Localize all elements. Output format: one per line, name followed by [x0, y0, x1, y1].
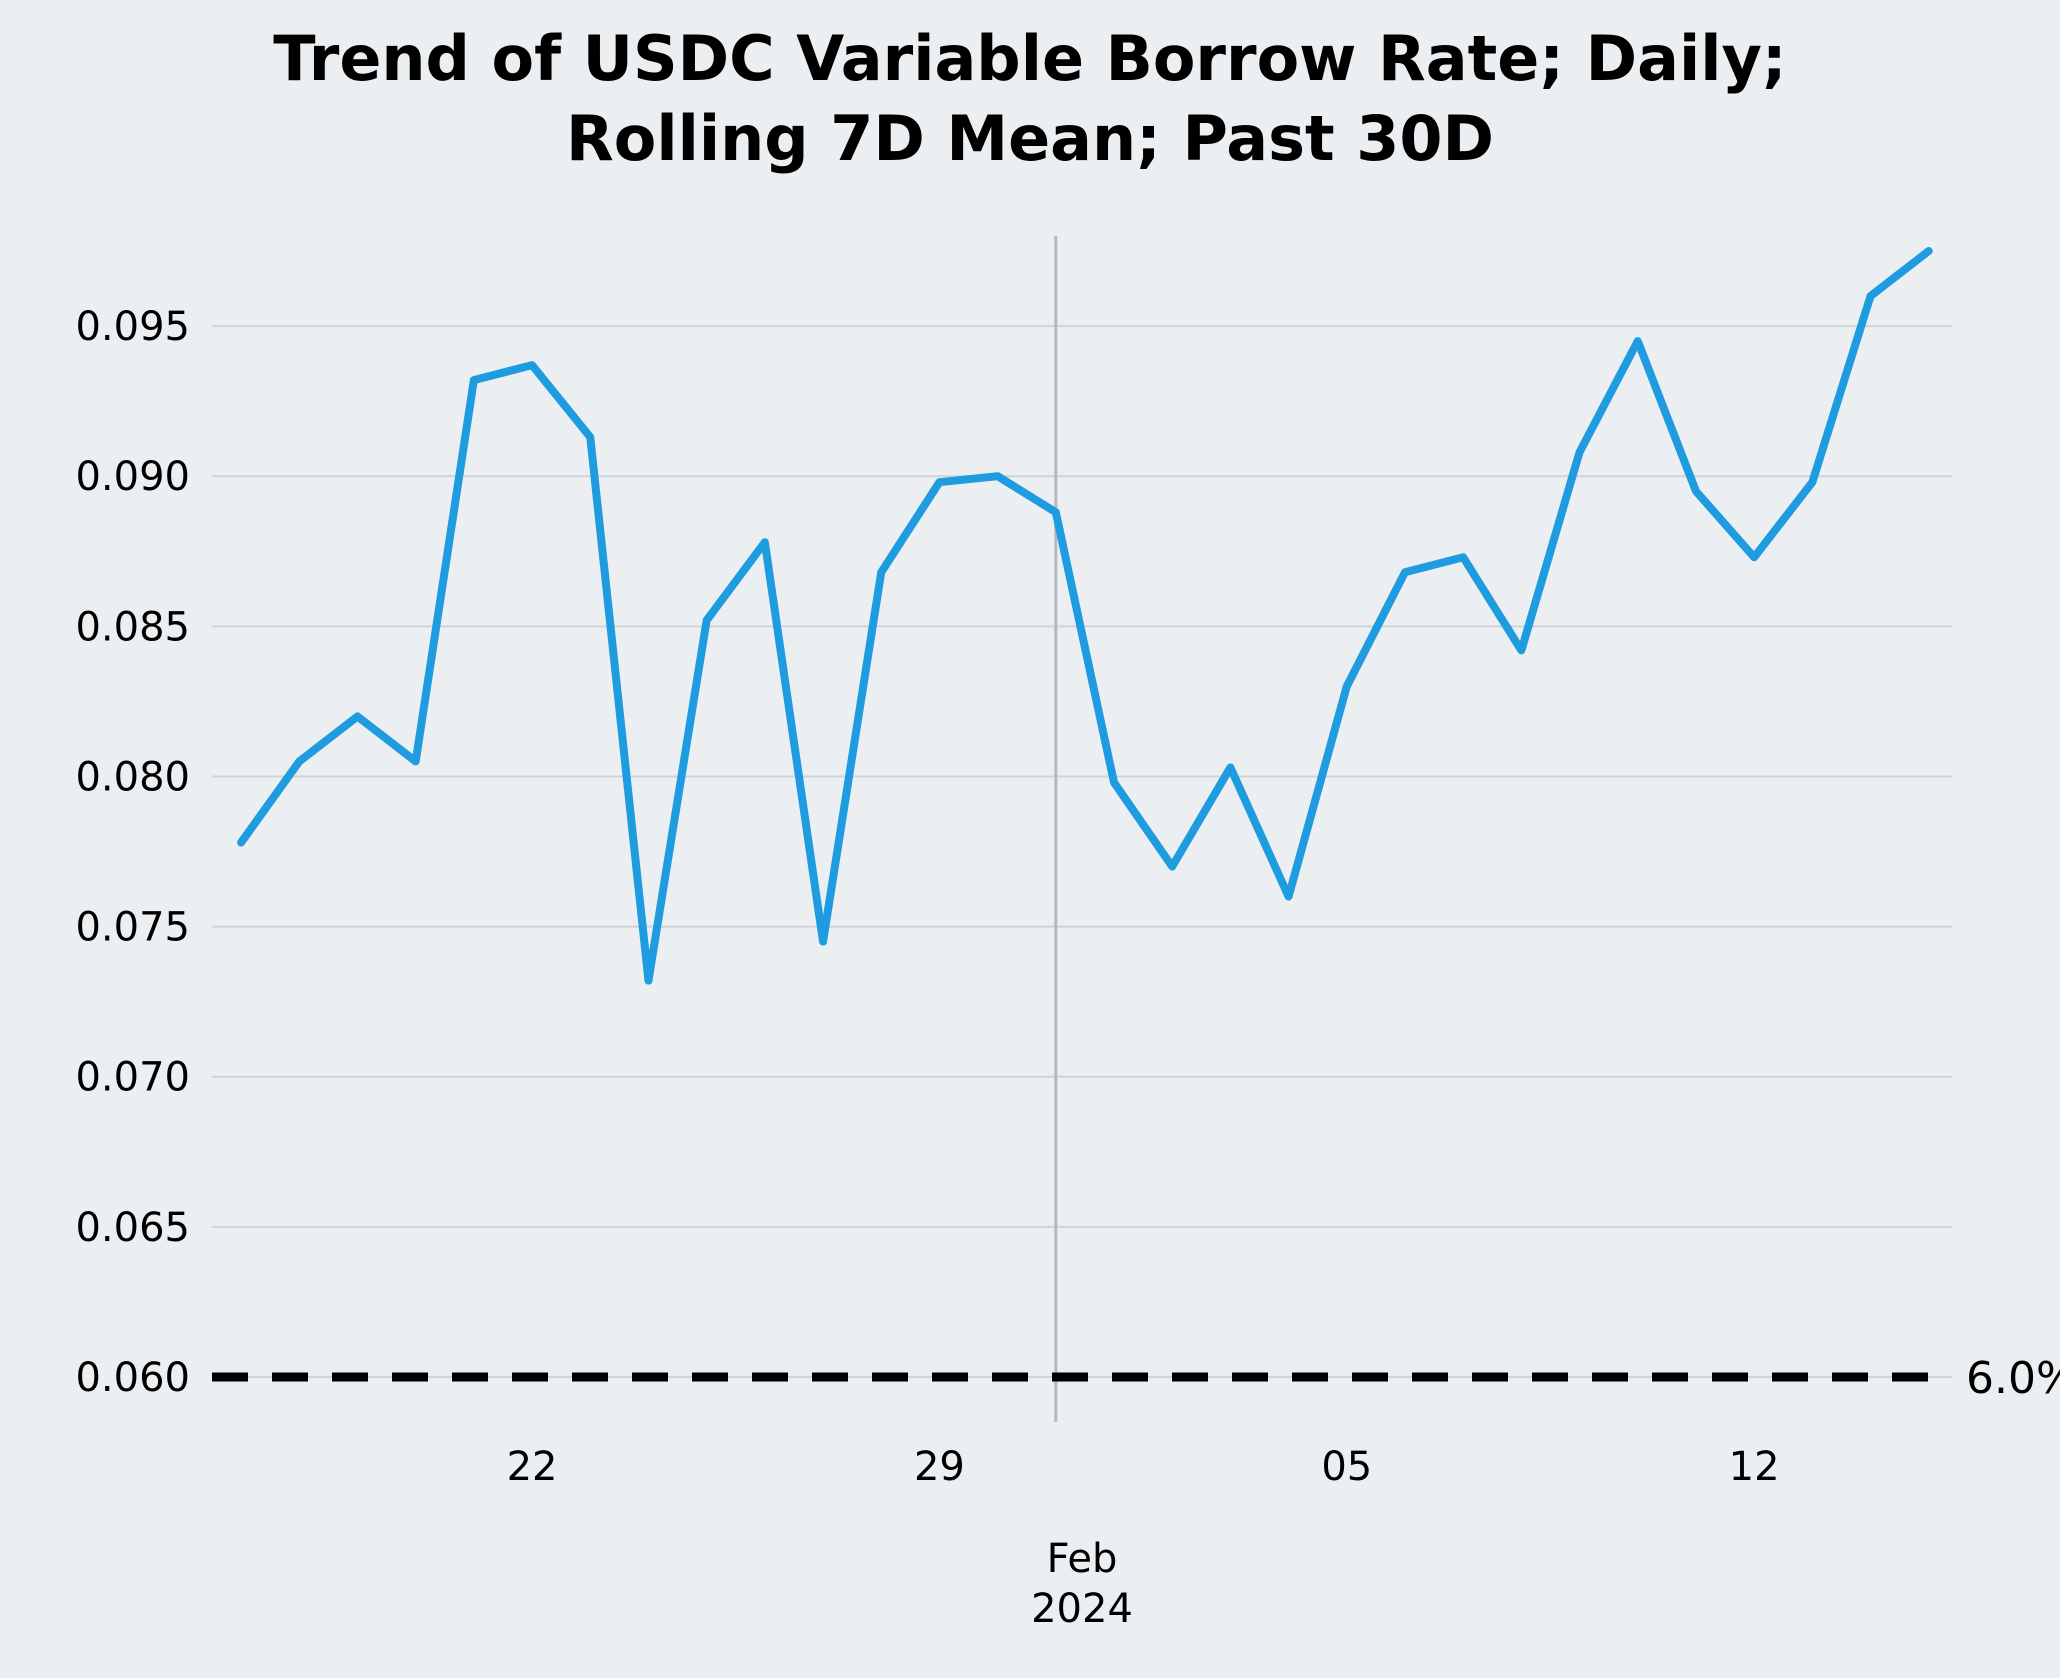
- x-axis-year-label: 2024: [1031, 1586, 1133, 1632]
- chart-title-line1: Trend of USDC Variable Borrow Rate; Dail…: [273, 22, 1786, 95]
- y-tick-label: 0.080: [75, 754, 190, 800]
- x-tick-label: 12: [1729, 1444, 1780, 1490]
- x-tick-label: 22: [507, 1444, 558, 1490]
- y-tick-label: 0.090: [75, 454, 190, 500]
- y-tick-label: 0.075: [75, 905, 190, 951]
- x-tick-label: 29: [914, 1444, 965, 1490]
- y-tick-label: 0.060: [75, 1355, 190, 1401]
- x-tick-label: 05: [1321, 1444, 1372, 1490]
- x-axis-month-label: Feb: [1047, 1536, 1118, 1582]
- y-tick-label: 0.065: [75, 1205, 190, 1251]
- chart-svg: Trend of USDC Variable Borrow Rate; Dail…: [0, 0, 2060, 1678]
- y-tick-label: 0.095: [75, 304, 190, 350]
- y-tick-label: 0.070: [75, 1055, 190, 1101]
- y-tick-label: 0.085: [75, 604, 190, 650]
- reference-line-label: 6.0%: [1966, 1353, 2060, 1404]
- chart-container: Trend of USDC Variable Borrow Rate; Dail…: [0, 0, 2060, 1678]
- chart-title-line2: Rolling 7D Mean; Past 30D: [566, 102, 1494, 175]
